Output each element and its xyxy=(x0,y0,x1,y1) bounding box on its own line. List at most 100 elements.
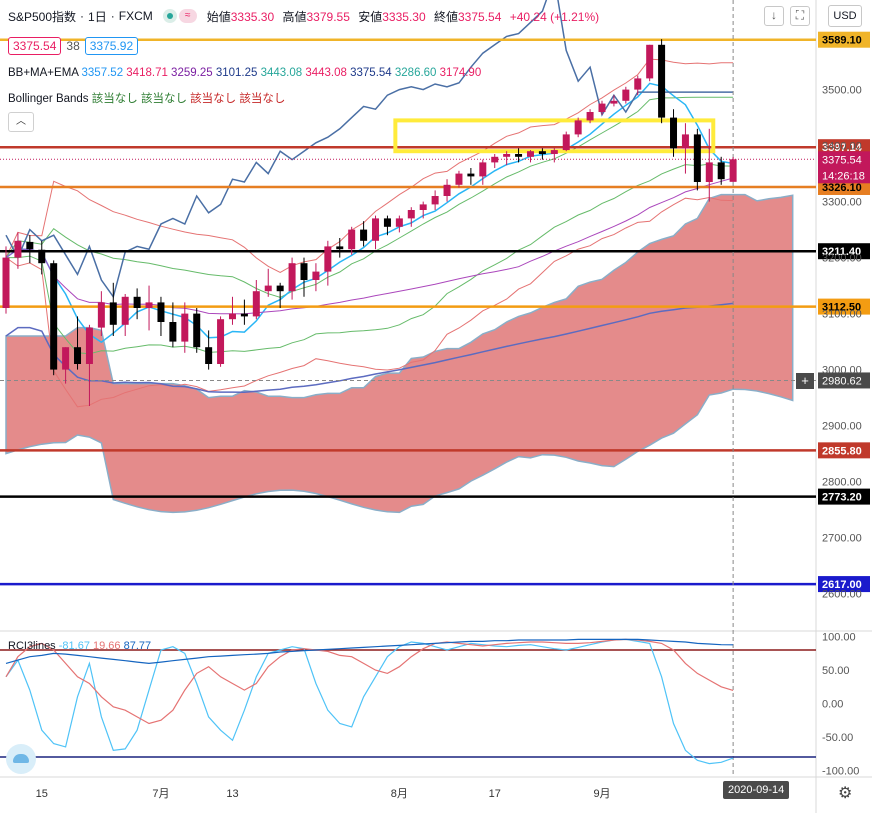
date-tick-label: 17 xyxy=(489,788,501,800)
change-value: +40.24 (+1.21%) xyxy=(509,9,600,24)
candle-body[interactable] xyxy=(467,173,475,177)
bollinger-lower-1sigma xyxy=(6,163,734,355)
candle-body[interactable] xyxy=(300,263,308,280)
candle-body[interactable] xyxy=(26,241,34,250)
candle-body[interactable] xyxy=(181,313,189,342)
crosshair-price-label: 2980.62 xyxy=(822,375,862,387)
candle-body[interactable] xyxy=(50,263,58,370)
buy-price-button[interactable]: 3375.92 xyxy=(84,37,139,55)
candle-body[interactable] xyxy=(634,78,642,90)
candle-body[interactable] xyxy=(324,246,332,272)
candle-body[interactable] xyxy=(443,184,451,196)
candle-body[interactable] xyxy=(336,246,344,250)
current-price-tag xyxy=(818,151,870,184)
price-tick-label: 3300.00 xyxy=(822,197,862,209)
candle-body[interactable] xyxy=(2,257,10,308)
candle-body[interactable] xyxy=(348,229,356,250)
download-icon[interactable]: ↓ xyxy=(764,6,784,26)
candle-body[interactable] xyxy=(407,210,415,219)
interval-label[interactable]: 1日 xyxy=(88,9,107,24)
candle-body[interactable] xyxy=(693,134,701,182)
candle-body[interactable] xyxy=(14,240,22,258)
indicator-bb-ma-ema[interactable]: BB+MA+EMA 3357.52 3418.71 3259.25 3101.2… xyxy=(8,67,482,79)
candle-body[interactable] xyxy=(252,291,260,317)
candle-body[interactable] xyxy=(717,162,725,180)
symbol-name[interactable]: S&P500指数 xyxy=(8,9,77,24)
candle-body[interactable] xyxy=(74,347,82,364)
gear-icon[interactable]: ⚙ xyxy=(838,785,853,802)
candle-body[interactable] xyxy=(515,154,523,157)
indicator-value: 3286.60 xyxy=(391,67,437,79)
indicator-value: 該当なし xyxy=(137,93,187,105)
spread-value: 38 xyxy=(66,39,80,53)
candle-body[interactable] xyxy=(85,327,93,364)
indicator-rci[interactable]: RCI3lines -81.67 19.66 87.77 xyxy=(8,640,152,652)
candle-body[interactable] xyxy=(670,117,678,149)
price-level-tag xyxy=(818,442,870,459)
price-tick-label: 2600.00 xyxy=(822,589,862,601)
price-level-label: 2617.00 xyxy=(822,579,862,591)
candle-body[interactable] xyxy=(62,347,70,370)
candle-body[interactable] xyxy=(38,249,46,264)
price-level-label: 3326.10 xyxy=(822,182,862,194)
candle-body[interactable] xyxy=(121,296,129,325)
candle-body[interactable] xyxy=(658,44,666,118)
candle-body[interactable] xyxy=(288,263,296,292)
candle-body[interactable] xyxy=(145,302,153,308)
candle-body[interactable] xyxy=(479,162,487,177)
fullscreen-icon[interactable]: ⛶ xyxy=(790,6,810,26)
candle-body[interactable] xyxy=(383,218,391,227)
indicator-bollinger[interactable]: Bollinger Bands 該当なし 該当なし 該当なし 該当なし xyxy=(8,93,286,105)
indicator-value: 3443.08 xyxy=(257,67,303,79)
candle-body[interactable] xyxy=(193,313,201,348)
currency-button[interactable]: USD xyxy=(828,5,862,27)
bollinger-lower-band xyxy=(5,196,734,408)
rci-tick-label: 50.00 xyxy=(822,665,850,677)
candle-body[interactable] xyxy=(610,100,618,104)
candle-body[interactable] xyxy=(705,162,713,182)
candle-body[interactable] xyxy=(491,156,499,163)
candle-body[interactable] xyxy=(526,151,534,157)
candle-body[interactable] xyxy=(133,296,141,308)
candle-body[interactable] xyxy=(646,44,654,79)
candle-body[interactable] xyxy=(157,302,165,322)
candle-body[interactable] xyxy=(372,218,380,241)
price-tick-label: 3200.00 xyxy=(822,253,862,265)
candle-body[interactable] xyxy=(586,112,594,121)
candle-body[interactable] xyxy=(276,285,284,292)
candle-body[interactable] xyxy=(228,313,236,320)
candle-body[interactable] xyxy=(109,302,117,325)
candle-body[interactable] xyxy=(169,322,177,342)
candle-body[interactable] xyxy=(455,173,463,185)
sell-price-button[interactable]: 3375.54 xyxy=(8,37,62,55)
candle-body[interactable] xyxy=(538,151,546,154)
candle-body[interactable] xyxy=(562,134,570,151)
candle-body[interactable] xyxy=(419,204,427,210)
candle-body[interactable] xyxy=(622,89,630,101)
collapse-indicators-button[interactable]: ︿ xyxy=(8,112,34,132)
source-label: FXCM xyxy=(118,9,153,23)
candle-body[interactable] xyxy=(360,229,368,241)
candle-body[interactable] xyxy=(574,120,582,135)
candle-body[interactable] xyxy=(217,319,225,364)
candle-body[interactable] xyxy=(503,154,511,157)
candle-body[interactable] xyxy=(550,150,558,154)
ma-long-line xyxy=(5,302,734,394)
candle-body[interactable] xyxy=(598,103,606,112)
candle-body[interactable] xyxy=(264,285,272,292)
candle-body[interactable] xyxy=(205,347,213,364)
candle-body[interactable] xyxy=(395,218,403,227)
indicator-value: -81.67 xyxy=(58,640,90,652)
candle-body[interactable] xyxy=(729,159,737,182)
price-tick-label: 2700.00 xyxy=(822,533,862,545)
candle-body[interactable] xyxy=(97,302,105,328)
price-level-label: 3211.40 xyxy=(822,246,861,258)
candle-body[interactable] xyxy=(431,196,439,205)
indicator-value: 3174.90 xyxy=(436,67,482,79)
date-tick-label: 13 xyxy=(226,788,238,800)
candle-body[interactable] xyxy=(312,271,320,280)
candle-body[interactable] xyxy=(681,134,689,149)
candle-body[interactable] xyxy=(240,313,248,317)
add-alert-icon[interactable]: + xyxy=(796,373,814,389)
